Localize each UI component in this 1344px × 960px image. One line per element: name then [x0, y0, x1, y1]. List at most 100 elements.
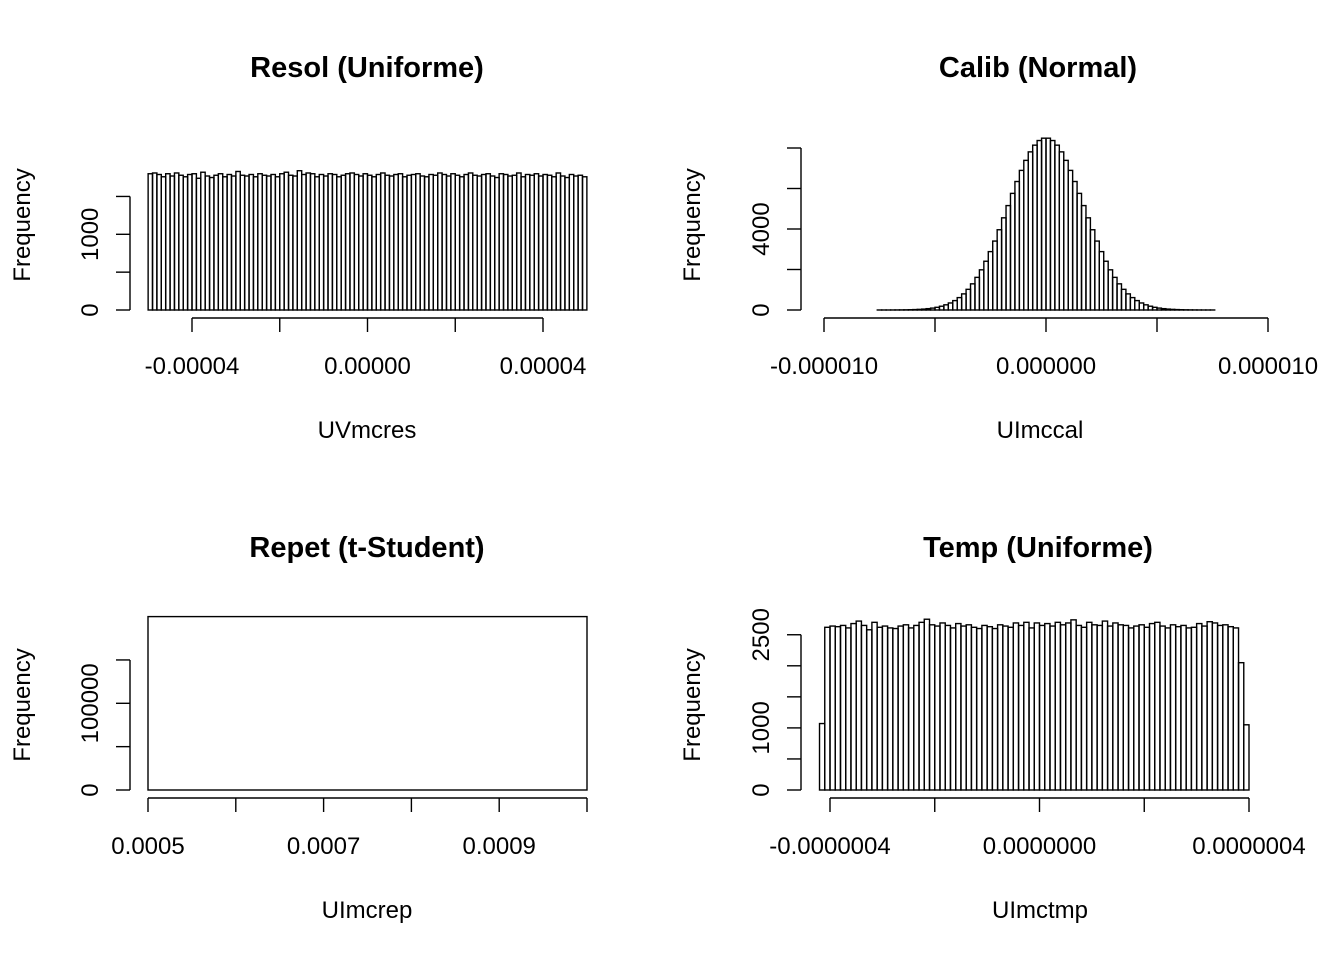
histogram-bar — [944, 624, 952, 791]
histogram-bar — [1148, 622, 1156, 791]
y-axis-label: Frequency — [9, 648, 36, 761]
x-tick-label: -0.000010 — [770, 353, 878, 380]
histogram-bar — [1049, 625, 1056, 791]
histogram-bar — [1206, 621, 1214, 791]
x-tick-label: 0.0000004 — [1192, 833, 1305, 860]
histogram-bar — [1169, 624, 1177, 791]
histogram-bar — [855, 620, 863, 791]
x-tick-label: -0.0000004 — [769, 833, 890, 860]
y-tick-label: 1000 — [77, 208, 104, 261]
histogram-bar — [1033, 622, 1041, 791]
histogram-bar — [1143, 626, 1151, 791]
histogram-bar — [1002, 625, 1009, 791]
histogram-bar — [939, 622, 946, 791]
histogram-bar — [918, 621, 925, 791]
histogram-bar — [975, 627, 983, 791]
histogram-bar — [1237, 661, 1245, 791]
x-tick-label: 0.0007 — [287, 833, 360, 860]
histogram-bars — [876, 137, 1216, 311]
histogram-bar — [1195, 622, 1203, 791]
histogram-bar — [1216, 624, 1224, 791]
x-axis-label: UImccal — [997, 417, 1084, 444]
histogram-bar — [1138, 624, 1145, 791]
histogram-bar — [1174, 625, 1182, 791]
y-tick-label: 4000 — [748, 202, 775, 255]
x-tick-label: 0.000010 — [1218, 353, 1318, 380]
x-axis-label: UImctmp — [992, 897, 1088, 924]
histogram-bar — [1096, 624, 1104, 791]
histogram-bar — [1075, 624, 1083, 791]
histogram-panel-resol: Resol (Uniforme) UVmcres Frequency -0.00… — [9, 52, 588, 444]
histogram-bar — [1180, 624, 1187, 791]
x-tick-label: 0.0000000 — [983, 833, 1096, 860]
histogram-bar — [1117, 624, 1125, 791]
histogram-bar — [1122, 624, 1130, 791]
histogram-bar — [1211, 622, 1219, 791]
histogram-bar — [818, 722, 826, 791]
histogram-bar — [845, 627, 852, 791]
histogram-bar — [886, 627, 894, 791]
y-tick-label: 2500 — [748, 608, 775, 661]
histogram-bar — [839, 624, 847, 791]
histogram-bar — [913, 624, 920, 791]
histogram-bar — [1044, 622, 1051, 791]
histogram-bar — [965, 624, 973, 791]
histogram-bar — [1133, 625, 1140, 791]
histogram-bar — [1243, 724, 1250, 791]
histogram-bar — [1012, 622, 1020, 791]
histogram-bar — [902, 624, 910, 791]
histogram-bar — [1091, 624, 1098, 791]
chart-title: Resol (Uniforme) — [250, 52, 484, 84]
histogram-bar — [1232, 627, 1240, 791]
histogram-panel-temp: Temp (Uniforme) UImctmp Frequency -0.000… — [679, 532, 1306, 924]
histogram-bar — [1154, 621, 1161, 791]
histogram-bar — [991, 627, 999, 791]
histogram-bar — [865, 629, 873, 791]
histogram-bar — [949, 627, 957, 791]
histogram-bar — [1028, 627, 1035, 791]
histogram-bar — [1070, 619, 1077, 791]
x-tick-label: 0.0005 — [111, 833, 184, 860]
y-axis-label: Frequency — [9, 168, 36, 281]
histogram-bar — [850, 622, 857, 791]
chart-title: Temp (Uniforme) — [923, 532, 1153, 564]
histogram-bar — [1185, 627, 1193, 791]
x-tick-label: 0.00000 — [324, 353, 411, 380]
y-axis-label: Frequency — [679, 168, 706, 281]
histogram-bar — [1101, 620, 1109, 791]
histogram-bars — [818, 618, 1250, 791]
histogram-bar — [860, 624, 868, 791]
histogram-bar — [1201, 625, 1208, 791]
y-tick-label: 0 — [77, 783, 104, 796]
histogram-bar — [1164, 627, 1172, 791]
histogram-bar — [871, 621, 878, 791]
histogram-bar — [907, 627, 915, 791]
histogram-bar — [1080, 626, 1088, 791]
y-tick-label: 1000 — [748, 701, 775, 754]
x-axis-label: UImcrep — [322, 897, 413, 924]
x-axis-label: UVmcres — [318, 417, 417, 444]
histogram-panel-calib: Calib (Normal) UImccal Frequency -0.0000… — [679, 52, 1318, 444]
y-tick-label: 100000 — [77, 663, 104, 743]
chart-title: Calib (Normal) — [939, 52, 1137, 84]
histogram-bar — [928, 624, 936, 791]
histogram-bar — [824, 626, 831, 791]
histogram-bar — [1159, 625, 1166, 791]
histogram-bars — [147, 615, 588, 791]
histogram-bar — [1007, 626, 1015, 791]
histogram-bar — [881, 625, 889, 791]
histogram-bar — [1059, 624, 1067, 791]
chart-title: Repet (t-Student) — [249, 532, 484, 564]
histogram-bar — [1023, 621, 1030, 791]
histogram-bar — [1085, 621, 1093, 791]
histogram-bar — [1106, 625, 1114, 791]
histogram-bar — [147, 615, 588, 791]
histogram-bar — [981, 624, 988, 791]
histogram-bar — [970, 626, 978, 791]
histogram-bar — [934, 625, 941, 791]
histogram-bar — [1227, 625, 1234, 791]
y-axis-label: Frequency — [679, 648, 706, 761]
histogram-bar — [1190, 626, 1198, 791]
histogram-bar — [834, 625, 842, 791]
